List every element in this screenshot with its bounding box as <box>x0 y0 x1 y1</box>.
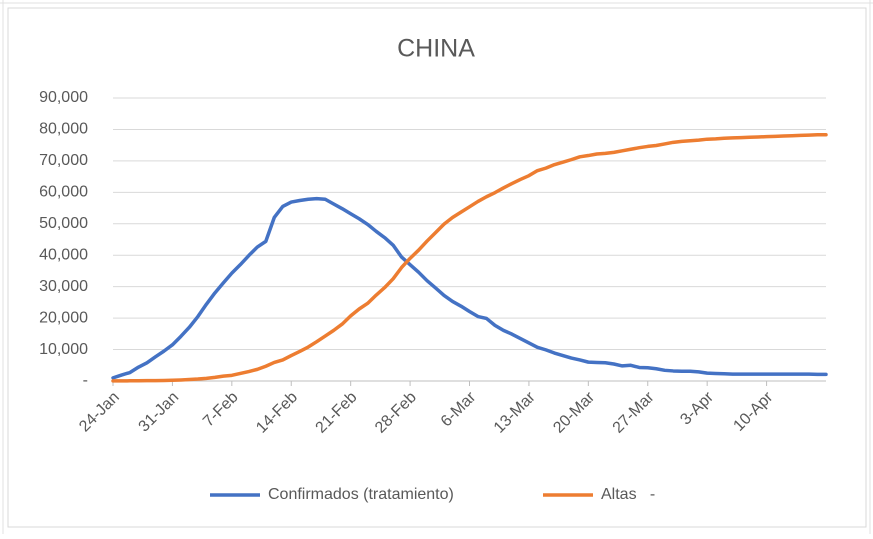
y-tick-label: 30,000 <box>39 278 88 295</box>
series-line <box>111 133 828 383</box>
y-tick-label: 70,000 <box>39 152 88 169</box>
y-tick-label: 60,000 <box>39 184 88 201</box>
legend-label: Confirmados (tratamiento) <box>268 486 454 503</box>
y-tick-label: 80,000 <box>39 121 88 138</box>
legend-label: Altas - <box>601 486 655 503</box>
y-tick-label: 10,000 <box>39 341 88 358</box>
y-tick-label: 20,000 <box>39 309 88 326</box>
chart-title: CHINA <box>397 35 475 63</box>
y-tick-label: 90,000 <box>39 89 88 106</box>
legend: Confirmados (tratamiento) Altas - <box>210 486 655 503</box>
series-line <box>111 196 828 380</box>
y-tick-label: 40,000 <box>39 246 88 263</box>
y-tick-label: 50,000 <box>39 215 88 232</box>
chart-area <box>7 7 867 528</box>
y-tick-label: - <box>83 372 88 389</box>
